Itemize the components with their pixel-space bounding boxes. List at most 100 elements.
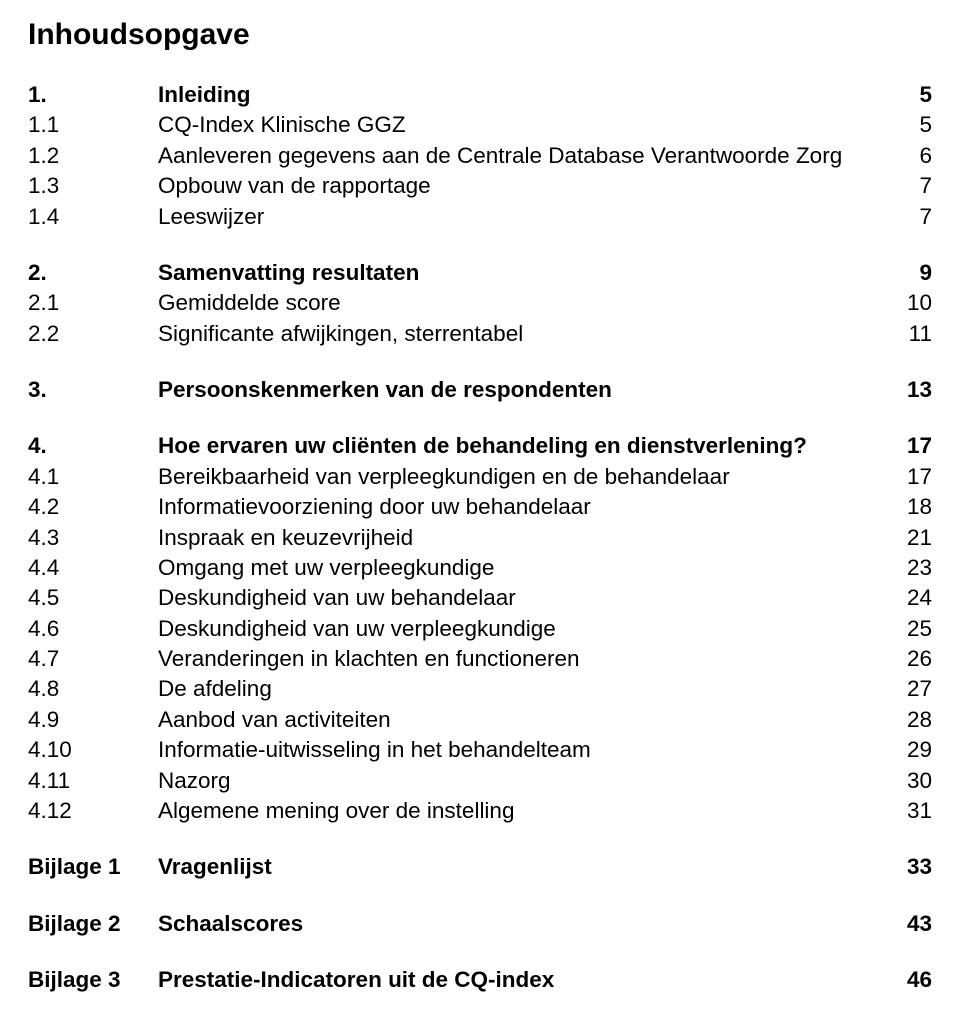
section-number: 1.1 bbox=[28, 110, 158, 140]
page-number: 9 bbox=[872, 258, 932, 288]
page-number: 43 bbox=[872, 909, 932, 939]
spacer bbox=[28, 405, 932, 431]
toc-row: 4.3Inspraak en keuzevrijheid21 bbox=[28, 523, 932, 553]
section-number: 4.7 bbox=[28, 644, 158, 674]
toc-row: 4.11Nazorg30 bbox=[28, 766, 932, 796]
section-number: 4.5 bbox=[28, 583, 158, 613]
table-of-contents: 1.Inleiding51.1CQ-Index Klinische GGZ51.… bbox=[28, 80, 932, 995]
appendix-row: Bijlage 2Schaalscores43 bbox=[28, 909, 932, 939]
section-label: Hoe ervaren uw cliënten de behandeling e… bbox=[158, 431, 872, 461]
section-label: CQ-Index Klinische GGZ bbox=[158, 110, 872, 140]
section-label: Nazorg bbox=[158, 766, 872, 796]
toc-row: 1.Inleiding5 bbox=[28, 80, 932, 110]
toc-row: 4.10Informatie-uitwisseling in het behan… bbox=[28, 735, 932, 765]
page-number: 7 bbox=[872, 171, 932, 201]
section-number: 4.11 bbox=[28, 766, 158, 796]
page-number: 6 bbox=[872, 141, 932, 171]
section-number: 4.2 bbox=[28, 492, 158, 522]
toc-row: 2.2Significante afwijkingen, sterrentabe… bbox=[28, 319, 932, 349]
page-number: 27 bbox=[872, 674, 932, 704]
toc-row: 4.1Bereikbaarheid van verpleegkundigen e… bbox=[28, 462, 932, 492]
toc-row: 4.7Veranderingen in klachten en function… bbox=[28, 644, 932, 674]
section-label: Aanleveren gegevens aan de Centrale Data… bbox=[158, 141, 872, 171]
toc-row: 1.3Opbouw van de rapportage7 bbox=[28, 171, 932, 201]
page-number: 23 bbox=[872, 553, 932, 583]
section-number: 4.4 bbox=[28, 553, 158, 583]
page-number: 11 bbox=[872, 319, 932, 349]
section-label: De afdeling bbox=[158, 674, 872, 704]
section-label: Algemene mening over de instelling bbox=[158, 796, 872, 826]
toc-row: 2.1Gemiddelde score10 bbox=[28, 288, 932, 318]
page-number: 5 bbox=[872, 80, 932, 110]
section-label: Deskundigheid van uw behandelaar bbox=[158, 583, 872, 613]
spacer bbox=[28, 826, 932, 852]
section-number: 4.6 bbox=[28, 614, 158, 644]
toc-row: 2.Samenvatting resultaten9 bbox=[28, 258, 932, 288]
section-label: Veranderingen in klachten en functionere… bbox=[158, 644, 872, 674]
section-number: 1.2 bbox=[28, 141, 158, 171]
toc-row: 4.5Deskundigheid van uw behandelaar24 bbox=[28, 583, 932, 613]
page-number: 29 bbox=[872, 735, 932, 765]
page-number: 10 bbox=[872, 288, 932, 318]
toc-row: 4.4Omgang met uw verpleegkundige23 bbox=[28, 553, 932, 583]
page-number: 31 bbox=[872, 796, 932, 826]
appendix-label: Bijlage 2 bbox=[28, 909, 158, 939]
section-label: Inleiding bbox=[158, 80, 872, 110]
appendix-row: Bijlage 3Prestatie-Indicatoren uit de CQ… bbox=[28, 965, 932, 995]
section-label: Bereikbaarheid van verpleegkundigen en d… bbox=[158, 462, 872, 492]
toc-row: 4.6Deskundigheid van uw verpleegkundige2… bbox=[28, 614, 932, 644]
section-label: Informatie-uitwisseling in het behandelt… bbox=[158, 735, 872, 765]
section-number: 4.3 bbox=[28, 523, 158, 553]
section-number: 3. bbox=[28, 375, 158, 405]
section-number: 4.8 bbox=[28, 674, 158, 704]
toc-row: 4.Hoe ervaren uw cliënten de behandeling… bbox=[28, 431, 932, 461]
page-number: 33 bbox=[872, 852, 932, 882]
page-number: 5 bbox=[872, 110, 932, 140]
section-label: Vragenlijst bbox=[158, 852, 872, 882]
page-number: 26 bbox=[872, 644, 932, 674]
appendix-row: Bijlage 1Vragenlijst33 bbox=[28, 852, 932, 882]
toc-row: 4.12Algemene mening over de instelling31 bbox=[28, 796, 932, 826]
section-number: 2.1 bbox=[28, 288, 158, 318]
section-label: Persoonskenmerken van de respondenten bbox=[158, 375, 872, 405]
page-number: 25 bbox=[872, 614, 932, 644]
toc-row: 4.8De afdeling27 bbox=[28, 674, 932, 704]
section-number: 2. bbox=[28, 258, 158, 288]
page-title: Inhoudsopgave bbox=[28, 18, 932, 52]
section-number: 1. bbox=[28, 80, 158, 110]
page-number: 24 bbox=[872, 583, 932, 613]
section-label: Informatievoorziening door uw behandelaa… bbox=[158, 492, 872, 522]
section-label: Leeswijzer bbox=[158, 202, 872, 232]
section-label: Inspraak en keuzevrijheid bbox=[158, 523, 872, 553]
section-label: Prestatie-Indicatoren uit de CQ-index bbox=[158, 965, 872, 995]
spacer bbox=[28, 232, 932, 258]
section-label: Opbouw van de rapportage bbox=[158, 171, 872, 201]
section-number: 4.1 bbox=[28, 462, 158, 492]
section-label: Aanbod van activiteiten bbox=[158, 705, 872, 735]
section-number: 4.9 bbox=[28, 705, 158, 735]
spacer bbox=[28, 939, 932, 965]
page-number: 28 bbox=[872, 705, 932, 735]
toc-row: 3.Persoonskenmerken van de respondenten1… bbox=[28, 375, 932, 405]
page-number: 17 bbox=[872, 462, 932, 492]
page-number: 13 bbox=[872, 375, 932, 405]
section-label: Samenvatting resultaten bbox=[158, 258, 872, 288]
page-number: 21 bbox=[872, 523, 932, 553]
appendix-label: Bijlage 3 bbox=[28, 965, 158, 995]
page-number: 17 bbox=[872, 431, 932, 461]
page-number: 46 bbox=[872, 965, 932, 995]
section-label: Omgang met uw verpleegkundige bbox=[158, 553, 872, 583]
toc-row: 4.9Aanbod van activiteiten28 bbox=[28, 705, 932, 735]
appendix-label: Bijlage 1 bbox=[28, 852, 158, 882]
toc-row: 1.2Aanleveren gegevens aan de Centrale D… bbox=[28, 141, 932, 171]
toc-row: 1.4Leeswijzer7 bbox=[28, 202, 932, 232]
section-number: 1.3 bbox=[28, 171, 158, 201]
page-number: 18 bbox=[872, 492, 932, 522]
section-label: Deskundigheid van uw verpleegkundige bbox=[158, 614, 872, 644]
section-number: 4. bbox=[28, 431, 158, 461]
spacer bbox=[28, 349, 932, 375]
page-number: 7 bbox=[872, 202, 932, 232]
section-number: 1.4 bbox=[28, 202, 158, 232]
section-number: 4.12 bbox=[28, 796, 158, 826]
section-label: Gemiddelde score bbox=[158, 288, 872, 318]
